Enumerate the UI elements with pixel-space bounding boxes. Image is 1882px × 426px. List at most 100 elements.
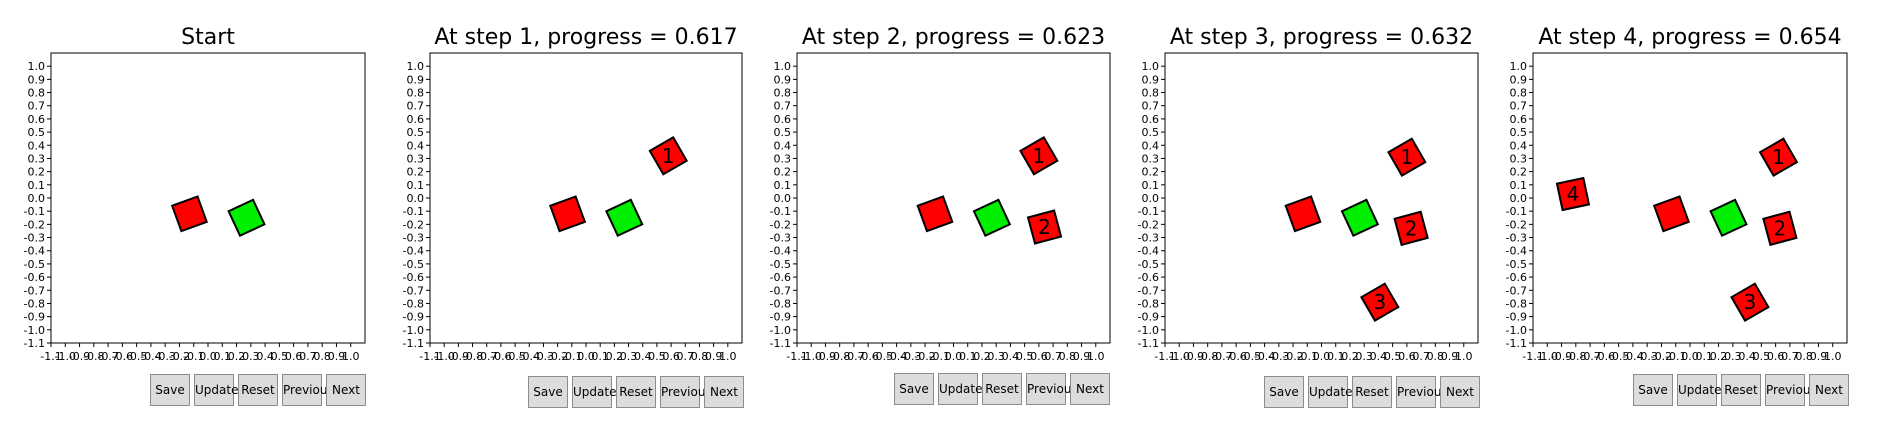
x-tick-label: -1.0 bbox=[433, 350, 454, 363]
panel-4: At step 4, progress = 0.654-1.1-1.1-1.0-… bbox=[1506, 25, 1848, 363]
x-tick-label: -0.9 bbox=[1183, 350, 1204, 363]
x-tick-label: -1.0 bbox=[1168, 350, 1189, 363]
y-tick-label: 0.9 bbox=[1142, 73, 1160, 86]
y-tick-label: 0.7 bbox=[1142, 100, 1160, 113]
previous-button[interactable]: Previous bbox=[1396, 376, 1448, 408]
save-button[interactable]: Save bbox=[528, 376, 568, 408]
x-tick-label: -0.6 bbox=[112, 350, 133, 363]
y-tick-label: 0.6 bbox=[407, 113, 425, 126]
y-tick-label: 0.0 bbox=[28, 192, 46, 205]
previous-button[interactable]: Previous bbox=[1026, 373, 1078, 405]
square-label: 1 bbox=[1400, 145, 1413, 169]
x-tick-label: 0.1 bbox=[591, 350, 609, 363]
square-label: 3 bbox=[1744, 290, 1757, 314]
x-tick-label: 0.5 bbox=[271, 350, 289, 363]
toolbar: Save Update Reset Previous Next bbox=[1264, 376, 1480, 410]
y-tick-label: 0.9 bbox=[28, 73, 46, 86]
y-tick-label: 0.9 bbox=[1510, 73, 1528, 86]
y-tick-label: -0.1 bbox=[24, 205, 45, 218]
previous-button[interactable]: Previous bbox=[1765, 374, 1817, 406]
x-tick-label: 0.6 bbox=[285, 350, 303, 363]
reset-button[interactable]: Reset bbox=[982, 373, 1022, 405]
moving-square bbox=[227, 198, 266, 238]
x-tick-label: -0.5 bbox=[872, 350, 893, 363]
x-tick-label: -0.4 bbox=[140, 350, 161, 363]
x-tick-label: 0.2 bbox=[228, 350, 246, 363]
y-tick-label: -0.2 bbox=[403, 218, 424, 231]
x-tick-label: 0.2 bbox=[606, 350, 624, 363]
square-shape bbox=[605, 198, 644, 238]
update-button[interactable]: Update bbox=[938, 373, 982, 405]
x-tick-label: 0.1 bbox=[1696, 350, 1714, 363]
placed-square bbox=[916, 195, 954, 233]
x-tick-label: -0.5 bbox=[504, 350, 525, 363]
reset-button[interactable]: Reset bbox=[1721, 374, 1761, 406]
save-button[interactable]: Save bbox=[150, 374, 190, 406]
previous-button[interactable]: Previous bbox=[660, 376, 712, 408]
y-tick-label: -0.8 bbox=[1138, 297, 1159, 310]
x-tick-label: -1.0 bbox=[55, 350, 76, 363]
x-tick-label: -0.7 bbox=[1211, 350, 1232, 363]
x-tick-label: 0.0 bbox=[945, 350, 963, 363]
x-tick-label: -1.1 bbox=[1522, 350, 1543, 363]
x-tick-label: -0.5 bbox=[126, 350, 147, 363]
x-tick-label: -0.9 bbox=[448, 350, 469, 363]
square-shape bbox=[1555, 176, 1591, 212]
next-button[interactable]: Next bbox=[1070, 373, 1110, 405]
y-tick-label: -0.9 bbox=[1138, 311, 1159, 324]
save-button[interactable]: Save bbox=[894, 373, 934, 405]
y-tick-label: -0.4 bbox=[1506, 245, 1527, 258]
x-tick-label: 0.0 bbox=[577, 350, 595, 363]
update-button[interactable]: Update bbox=[572, 376, 616, 408]
x-tick-label: -0.3 bbox=[1636, 350, 1657, 363]
placed-square bbox=[1730, 282, 1770, 322]
x-tick-label: -0.7 bbox=[843, 350, 864, 363]
next-button[interactable]: Next bbox=[326, 374, 366, 406]
x-tick-label: 1.0 bbox=[1455, 350, 1473, 363]
square-shape bbox=[1652, 195, 1691, 233]
reset-button[interactable]: Reset bbox=[616, 376, 656, 408]
y-tick-label: -0.6 bbox=[1138, 271, 1159, 284]
y-tick-label: -0.9 bbox=[1506, 311, 1527, 324]
reset-button[interactable]: Reset bbox=[238, 374, 278, 406]
y-tick-label: 0.3 bbox=[28, 152, 46, 165]
x-tick-label: 0.6 bbox=[1030, 350, 1048, 363]
x-tick-label: 0.8 bbox=[1427, 350, 1445, 363]
reset-button[interactable]: Reset bbox=[1352, 376, 1392, 408]
next-button[interactable]: Next bbox=[704, 376, 744, 408]
x-tick-label: -0.7 bbox=[476, 350, 497, 363]
x-tick-label: 0.7 bbox=[1044, 350, 1062, 363]
y-tick-label: 1.0 bbox=[28, 60, 46, 73]
x-tick-label: 0.3 bbox=[1355, 350, 1373, 363]
next-button[interactable]: Next bbox=[1809, 374, 1849, 406]
previous-button[interactable]: Previous bbox=[282, 374, 334, 406]
update-button[interactable]: Update bbox=[1308, 376, 1352, 408]
x-tick-label: 0.4 bbox=[634, 350, 652, 363]
save-button[interactable]: Save bbox=[1633, 374, 1673, 406]
x-tick-label: -1.1 bbox=[786, 350, 807, 363]
save-button[interactable]: Save bbox=[1264, 376, 1304, 408]
x-tick-label: 0.2 bbox=[1341, 350, 1359, 363]
y-tick-label: -0.6 bbox=[24, 271, 45, 284]
placed-square bbox=[1019, 136, 1059, 176]
x-tick-label: 0.4 bbox=[1738, 350, 1756, 363]
y-tick-label: -0.8 bbox=[403, 297, 424, 310]
x-tick-label: -0.5 bbox=[1240, 350, 1261, 363]
placed-square bbox=[1387, 137, 1427, 177]
x-tick-label: 0.4 bbox=[1370, 350, 1388, 363]
update-button[interactable]: Update bbox=[1677, 374, 1721, 406]
square-label: 4 bbox=[1567, 182, 1580, 206]
square-shape bbox=[1758, 137, 1799, 177]
y-tick-label: -0.3 bbox=[403, 232, 424, 245]
plot-area bbox=[429, 52, 743, 344]
next-button[interactable]: Next bbox=[1440, 376, 1480, 408]
y-tick-label: 0.5 bbox=[1142, 126, 1160, 139]
y-tick-label: 0.5 bbox=[28, 126, 46, 139]
y-tick-label: -0.7 bbox=[770, 284, 791, 297]
y-tick-label: 0.4 bbox=[774, 139, 792, 152]
y-tick-label: -0.4 bbox=[770, 245, 791, 258]
y-tick-label: -1.1 bbox=[403, 337, 424, 350]
update-button[interactable]: Update bbox=[194, 374, 238, 406]
x-tick-label: -0.6 bbox=[1594, 350, 1615, 363]
